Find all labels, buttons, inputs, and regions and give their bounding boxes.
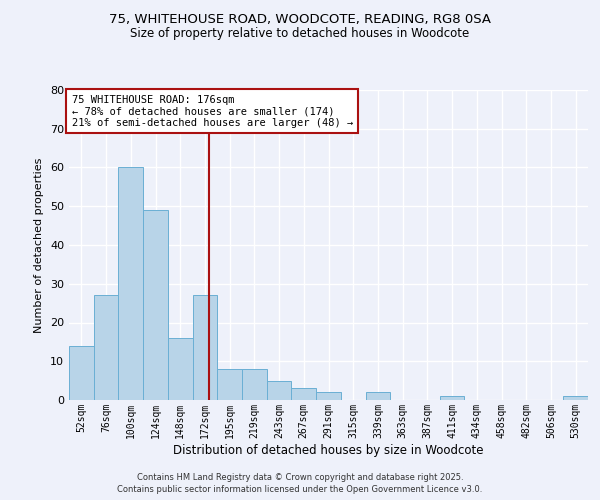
Bar: [143, 210, 168, 400]
Bar: [193, 296, 217, 400]
Bar: [440, 396, 464, 400]
Bar: [316, 392, 341, 400]
Bar: [94, 296, 118, 400]
Bar: [217, 369, 242, 400]
Y-axis label: Number of detached properties: Number of detached properties: [34, 158, 44, 332]
Bar: [292, 388, 316, 400]
Bar: [69, 346, 94, 400]
Bar: [563, 396, 588, 400]
Bar: [242, 369, 267, 400]
Bar: [365, 392, 390, 400]
Bar: [168, 338, 193, 400]
X-axis label: Distribution of detached houses by size in Woodcote: Distribution of detached houses by size …: [173, 444, 484, 456]
Text: 75 WHITEHOUSE ROAD: 176sqm
← 78% of detached houses are smaller (174)
21% of sem: 75 WHITEHOUSE ROAD: 176sqm ← 78% of deta…: [71, 94, 353, 128]
Text: Size of property relative to detached houses in Woodcote: Size of property relative to detached ho…: [130, 28, 470, 40]
Text: Contains public sector information licensed under the Open Government Licence v3: Contains public sector information licen…: [118, 485, 482, 494]
Bar: [267, 380, 292, 400]
Text: 75, WHITEHOUSE ROAD, WOODCOTE, READING, RG8 0SA: 75, WHITEHOUSE ROAD, WOODCOTE, READING, …: [109, 12, 491, 26]
Text: Contains HM Land Registry data © Crown copyright and database right 2025.: Contains HM Land Registry data © Crown c…: [137, 472, 463, 482]
Bar: [118, 168, 143, 400]
